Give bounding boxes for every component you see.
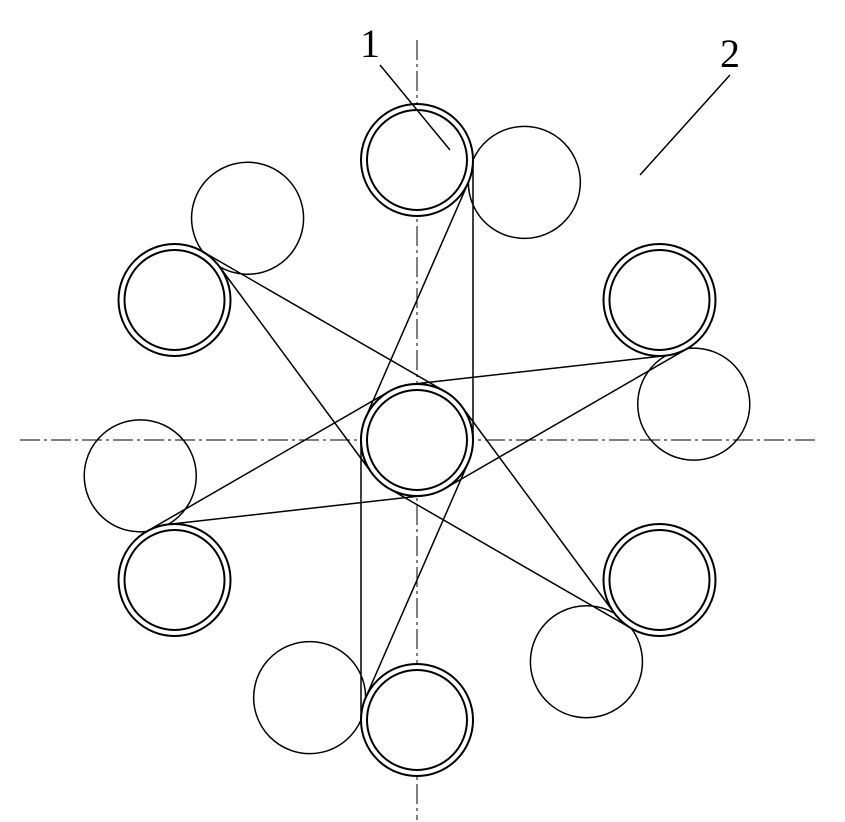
outer-ring-2	[119, 244, 231, 356]
outer-ring-3	[119, 524, 231, 636]
label-1: 1	[360, 20, 380, 67]
outer-ring-0	[603, 244, 715, 356]
outer-ring-5	[603, 524, 715, 636]
center-ring	[361, 384, 473, 496]
outer-ring-4	[361, 664, 473, 776]
label-2: 2	[720, 30, 740, 77]
outer-ring-1	[361, 104, 473, 216]
